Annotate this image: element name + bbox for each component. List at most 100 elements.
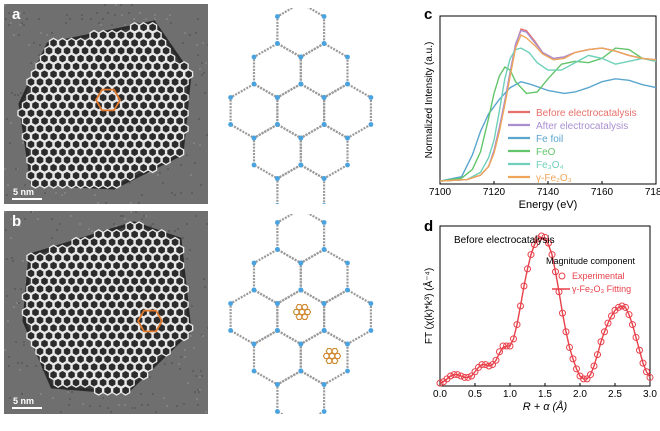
framework-node [298, 287, 304, 293]
lattice-pore [80, 299, 90, 311]
noise-dot [141, 404, 143, 406]
noise-dot [24, 184, 26, 186]
lattice-pore [165, 275, 176, 287]
noise-dot [81, 18, 83, 20]
lattice-pore [156, 306, 167, 318]
lattice-pore [66, 99, 77, 111]
lattice-pore [120, 306, 131, 318]
lattice-pore [53, 314, 63, 326]
lattice-pore [71, 107, 81, 119]
lattice-pore [120, 338, 131, 350]
lattice-pore [156, 115, 167, 127]
lattice-pore [134, 299, 144, 311]
noise-dot [182, 237, 184, 239]
lattice-pore [57, 115, 68, 127]
noise-dot [38, 18, 40, 20]
lattice-pore [125, 92, 135, 104]
lattice-pore [44, 138, 54, 150]
noise-dot [124, 404, 126, 406]
lattice-pore [138, 84, 149, 96]
lattice-pore [183, 68, 194, 80]
lattice-pore [39, 291, 50, 303]
lattice-pore [53, 377, 63, 389]
lattice-pore [170, 330, 180, 342]
noise-dot [7, 320, 9, 322]
lattice-pore [39, 177, 50, 189]
lattice-pore [44, 330, 54, 342]
framework-node [275, 220, 280, 225]
noise-dot [15, 341, 17, 343]
lattice-pore [125, 123, 135, 135]
lattice-pore [48, 260, 59, 272]
lattice-pore [48, 37, 59, 49]
lattice-pore [53, 330, 63, 342]
framework-node [275, 14, 280, 19]
lattice-pore [89, 154, 99, 166]
lattice-pore [84, 37, 95, 49]
lattice-pore [35, 92, 45, 104]
framework-ring [276, 82, 326, 140]
scalebar-b [12, 407, 42, 409]
noise-dot [22, 142, 24, 144]
noise-dot [67, 391, 69, 393]
lattice-pore [62, 299, 72, 311]
noise-dot [197, 404, 199, 406]
lattice-pore [66, 322, 77, 334]
lattice-pore [152, 299, 162, 311]
data-point [485, 362, 493, 370]
noise-dot [10, 237, 12, 239]
data-point [436, 379, 444, 387]
lattice-pore [143, 267, 153, 279]
noise-dot [91, 230, 93, 232]
lattice-pore [129, 53, 140, 65]
lattice-pore [138, 53, 149, 65]
lattice-pore [35, 299, 45, 311]
framework-node [275, 122, 280, 127]
lattice-pore [152, 107, 162, 119]
noise-dot [8, 356, 10, 358]
data-point [471, 368, 479, 376]
data-point [594, 351, 601, 359]
noise-dot [51, 32, 53, 34]
noise-dot [134, 407, 136, 409]
lattice-pore [152, 29, 162, 41]
noise-dot [40, 393, 42, 395]
lattice-pore [156, 260, 167, 272]
legend-label: Fe foil [536, 134, 563, 145]
noise-dot [6, 258, 8, 260]
lattice-pore [71, 330, 81, 342]
lattice-pore [116, 45, 126, 57]
lattice-pore [80, 45, 90, 57]
lattice-pore [26, 314, 36, 326]
lattice-pore [26, 123, 36, 135]
noise-dot [118, 404, 120, 406]
noise-dot [128, 12, 130, 14]
framework-node [275, 203, 280, 204]
lattice-pore [26, 107, 36, 119]
lattice-pore [53, 107, 63, 119]
lattice-pore [120, 353, 131, 365]
lattice-pore [62, 76, 72, 88]
lattice-pore [107, 299, 117, 311]
lattice-pore [71, 60, 81, 72]
noise-dot [38, 54, 40, 56]
lattice-pore [80, 123, 90, 135]
noise-dot [174, 230, 176, 232]
noise-dot [6, 194, 8, 196]
lattice-pore [48, 353, 59, 365]
lattice-pore [89, 377, 99, 389]
lattice-pore [66, 275, 77, 287]
lattice-pore [89, 170, 99, 182]
noise-dot [21, 393, 23, 395]
noise-dot [97, 202, 99, 204]
lattice-pore [129, 291, 140, 303]
y-axis-title: FT (χ(k)*k³) (Å⁻⁴) [422, 268, 435, 344]
noise-dot [55, 192, 57, 194]
framework-schematic-top [228, 8, 374, 204]
lattice-pore [48, 115, 59, 127]
noise-dot [114, 14, 116, 16]
lattice-pore [147, 291, 158, 303]
noise-dot [59, 223, 61, 225]
lattice-pore [134, 221, 144, 233]
lattice-pore [129, 162, 140, 174]
